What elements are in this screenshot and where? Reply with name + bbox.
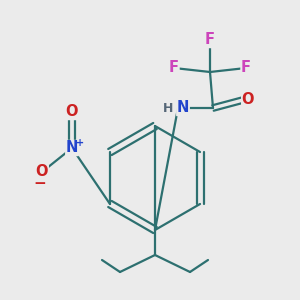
Text: O: O — [36, 164, 48, 179]
Text: −: − — [34, 176, 46, 191]
Text: H: H — [163, 101, 173, 115]
Text: N: N — [177, 100, 189, 116]
Text: O: O — [66, 104, 78, 119]
Text: O: O — [242, 92, 254, 107]
Text: F: F — [205, 32, 215, 47]
Text: N: N — [66, 140, 78, 155]
Text: F: F — [241, 61, 251, 76]
Text: +: + — [76, 138, 84, 148]
Text: F: F — [169, 61, 179, 76]
